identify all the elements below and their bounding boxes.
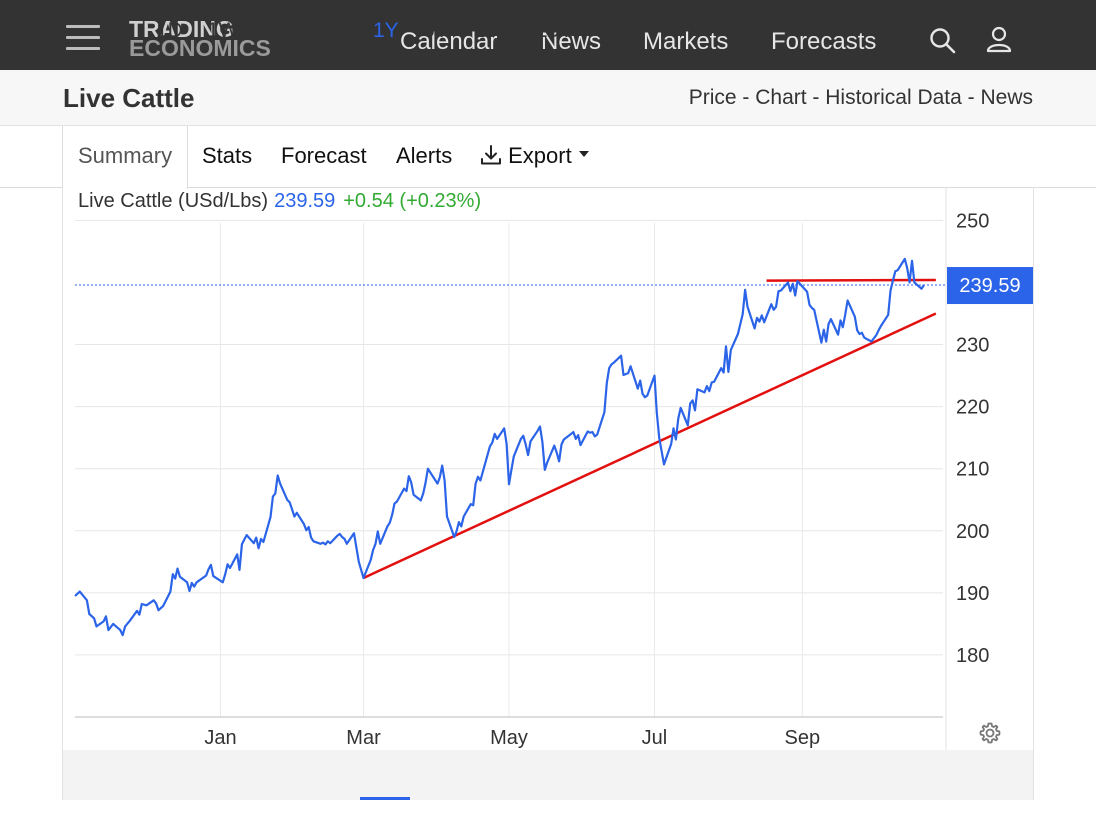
y-tick-label: 210 bbox=[956, 459, 989, 481]
x-axis: Jan Mar May Jul Sep bbox=[204, 727, 820, 749]
range-1w[interactable]: 1W bbox=[207, 19, 239, 42]
last-price-label: 239.59 bbox=[947, 267, 1033, 305]
range-all[interactable]: All bbox=[598, 19, 622, 42]
link-chart[interactable]: Chart bbox=[755, 86, 807, 109]
legend-price: 239.59 bbox=[274, 190, 336, 212]
download-icon bbox=[481, 145, 501, 165]
link-historical-data[interactable]: Historical Data bbox=[825, 86, 962, 109]
series-line bbox=[74, 257, 925, 637]
tab-summary[interactable]: Summary bbox=[78, 143, 173, 168]
range-25y[interactable]: 25Y bbox=[536, 19, 574, 42]
y-axis: 180 190 200 210 220 230 250 bbox=[956, 210, 989, 667]
top-nav: TRADING ECONOMICS Calendar News Markets … bbox=[0, 0, 1096, 70]
logo-line1: TRADING bbox=[129, 16, 234, 42]
nav-forecasts[interactable]: Forecasts bbox=[771, 28, 877, 55]
user-icon[interactable] bbox=[985, 25, 1013, 53]
y-tick-label: 200 bbox=[956, 521, 989, 543]
sublink-separator: - bbox=[806, 86, 826, 109]
nav-markets[interactable]: Markets bbox=[643, 28, 729, 55]
tab-export[interactable]: Export bbox=[480, 143, 590, 169]
range-1m[interactable]: 1M bbox=[264, 19, 294, 42]
menu-icon[interactable] bbox=[66, 25, 100, 51]
last-price-box bbox=[947, 267, 1033, 305]
sublink-separator: - bbox=[961, 86, 981, 109]
y-tick-label: 250 bbox=[956, 210, 989, 232]
range-1y[interactable]: 1Y bbox=[373, 19, 399, 42]
range-6m[interactable]: 6M bbox=[317, 19, 347, 42]
legend-name: Live Cattle (USd/Lbs) bbox=[78, 190, 269, 212]
y-tick-label: 190 bbox=[956, 583, 989, 605]
x-tick-label: Mar bbox=[346, 727, 381, 749]
last-price-text: 239.59 bbox=[959, 275, 1020, 297]
range-10y[interactable]: 10Y bbox=[474, 19, 512, 42]
logo[interactable]: TRADING ECONOMICS bbox=[129, 16, 271, 61]
active-range-underline bbox=[360, 797, 410, 800]
trendline bbox=[363, 312, 937, 580]
legend-change: +0.54 (+0.23%) bbox=[343, 190, 482, 212]
y-tick-label: 220 bbox=[956, 397, 989, 419]
nav-news[interactable]: News bbox=[541, 28, 602, 55]
link-price[interactable]: Price bbox=[688, 86, 737, 109]
x-tick-label: Jul bbox=[642, 727, 668, 749]
x-tick-label: May bbox=[490, 727, 528, 749]
trendlines bbox=[363, 278, 937, 580]
x-tick-label: Sep bbox=[785, 727, 821, 749]
search-icon[interactable] bbox=[929, 27, 957, 55]
range-selector bbox=[63, 750, 1033, 800]
trendline bbox=[766, 278, 936, 282]
y-tick-label: 180 bbox=[956, 645, 989, 667]
y-tick-label: 230 bbox=[956, 335, 989, 357]
tab-alerts[interactable]: Alerts bbox=[396, 143, 453, 168]
active-tab-box bbox=[62, 126, 188, 189]
price-line bbox=[74, 257, 925, 637]
caret-down-icon bbox=[578, 151, 589, 157]
x-tick-label: Jan bbox=[204, 727, 236, 749]
logo-line2: ECONOMICS bbox=[129, 35, 271, 61]
nav-calendar[interactable]: Calendar bbox=[400, 28, 498, 55]
tab-forecast[interactable]: Forecast bbox=[281, 143, 367, 168]
sublink-separator: - bbox=[736, 86, 756, 109]
title-bar: Live Cattle Price - Chart - Historical D… bbox=[0, 70, 1096, 126]
link-news[interactable]: News bbox=[980, 86, 1033, 109]
tab-stats[interactable]: Stats bbox=[202, 143, 253, 168]
tabs-bar: Summary Stats Forecast Alerts Export bbox=[0, 126, 1096, 189]
export-label: Export bbox=[508, 143, 572, 168]
page-title: Live Cattle bbox=[63, 83, 195, 113]
range-5y[interactable]: 5Y bbox=[423, 19, 449, 42]
sub-links: Price - Chart - Historical Data - News bbox=[689, 86, 1033, 110]
range-1d[interactable]: 1D bbox=[156, 19, 183, 42]
chart-frame bbox=[62, 187, 1034, 800]
gear-icon[interactable] bbox=[978, 721, 1002, 745]
chart-legend: Live Cattle (USd/Lbs) 239.59 +0.54 (+0.23%… bbox=[78, 190, 481, 213]
